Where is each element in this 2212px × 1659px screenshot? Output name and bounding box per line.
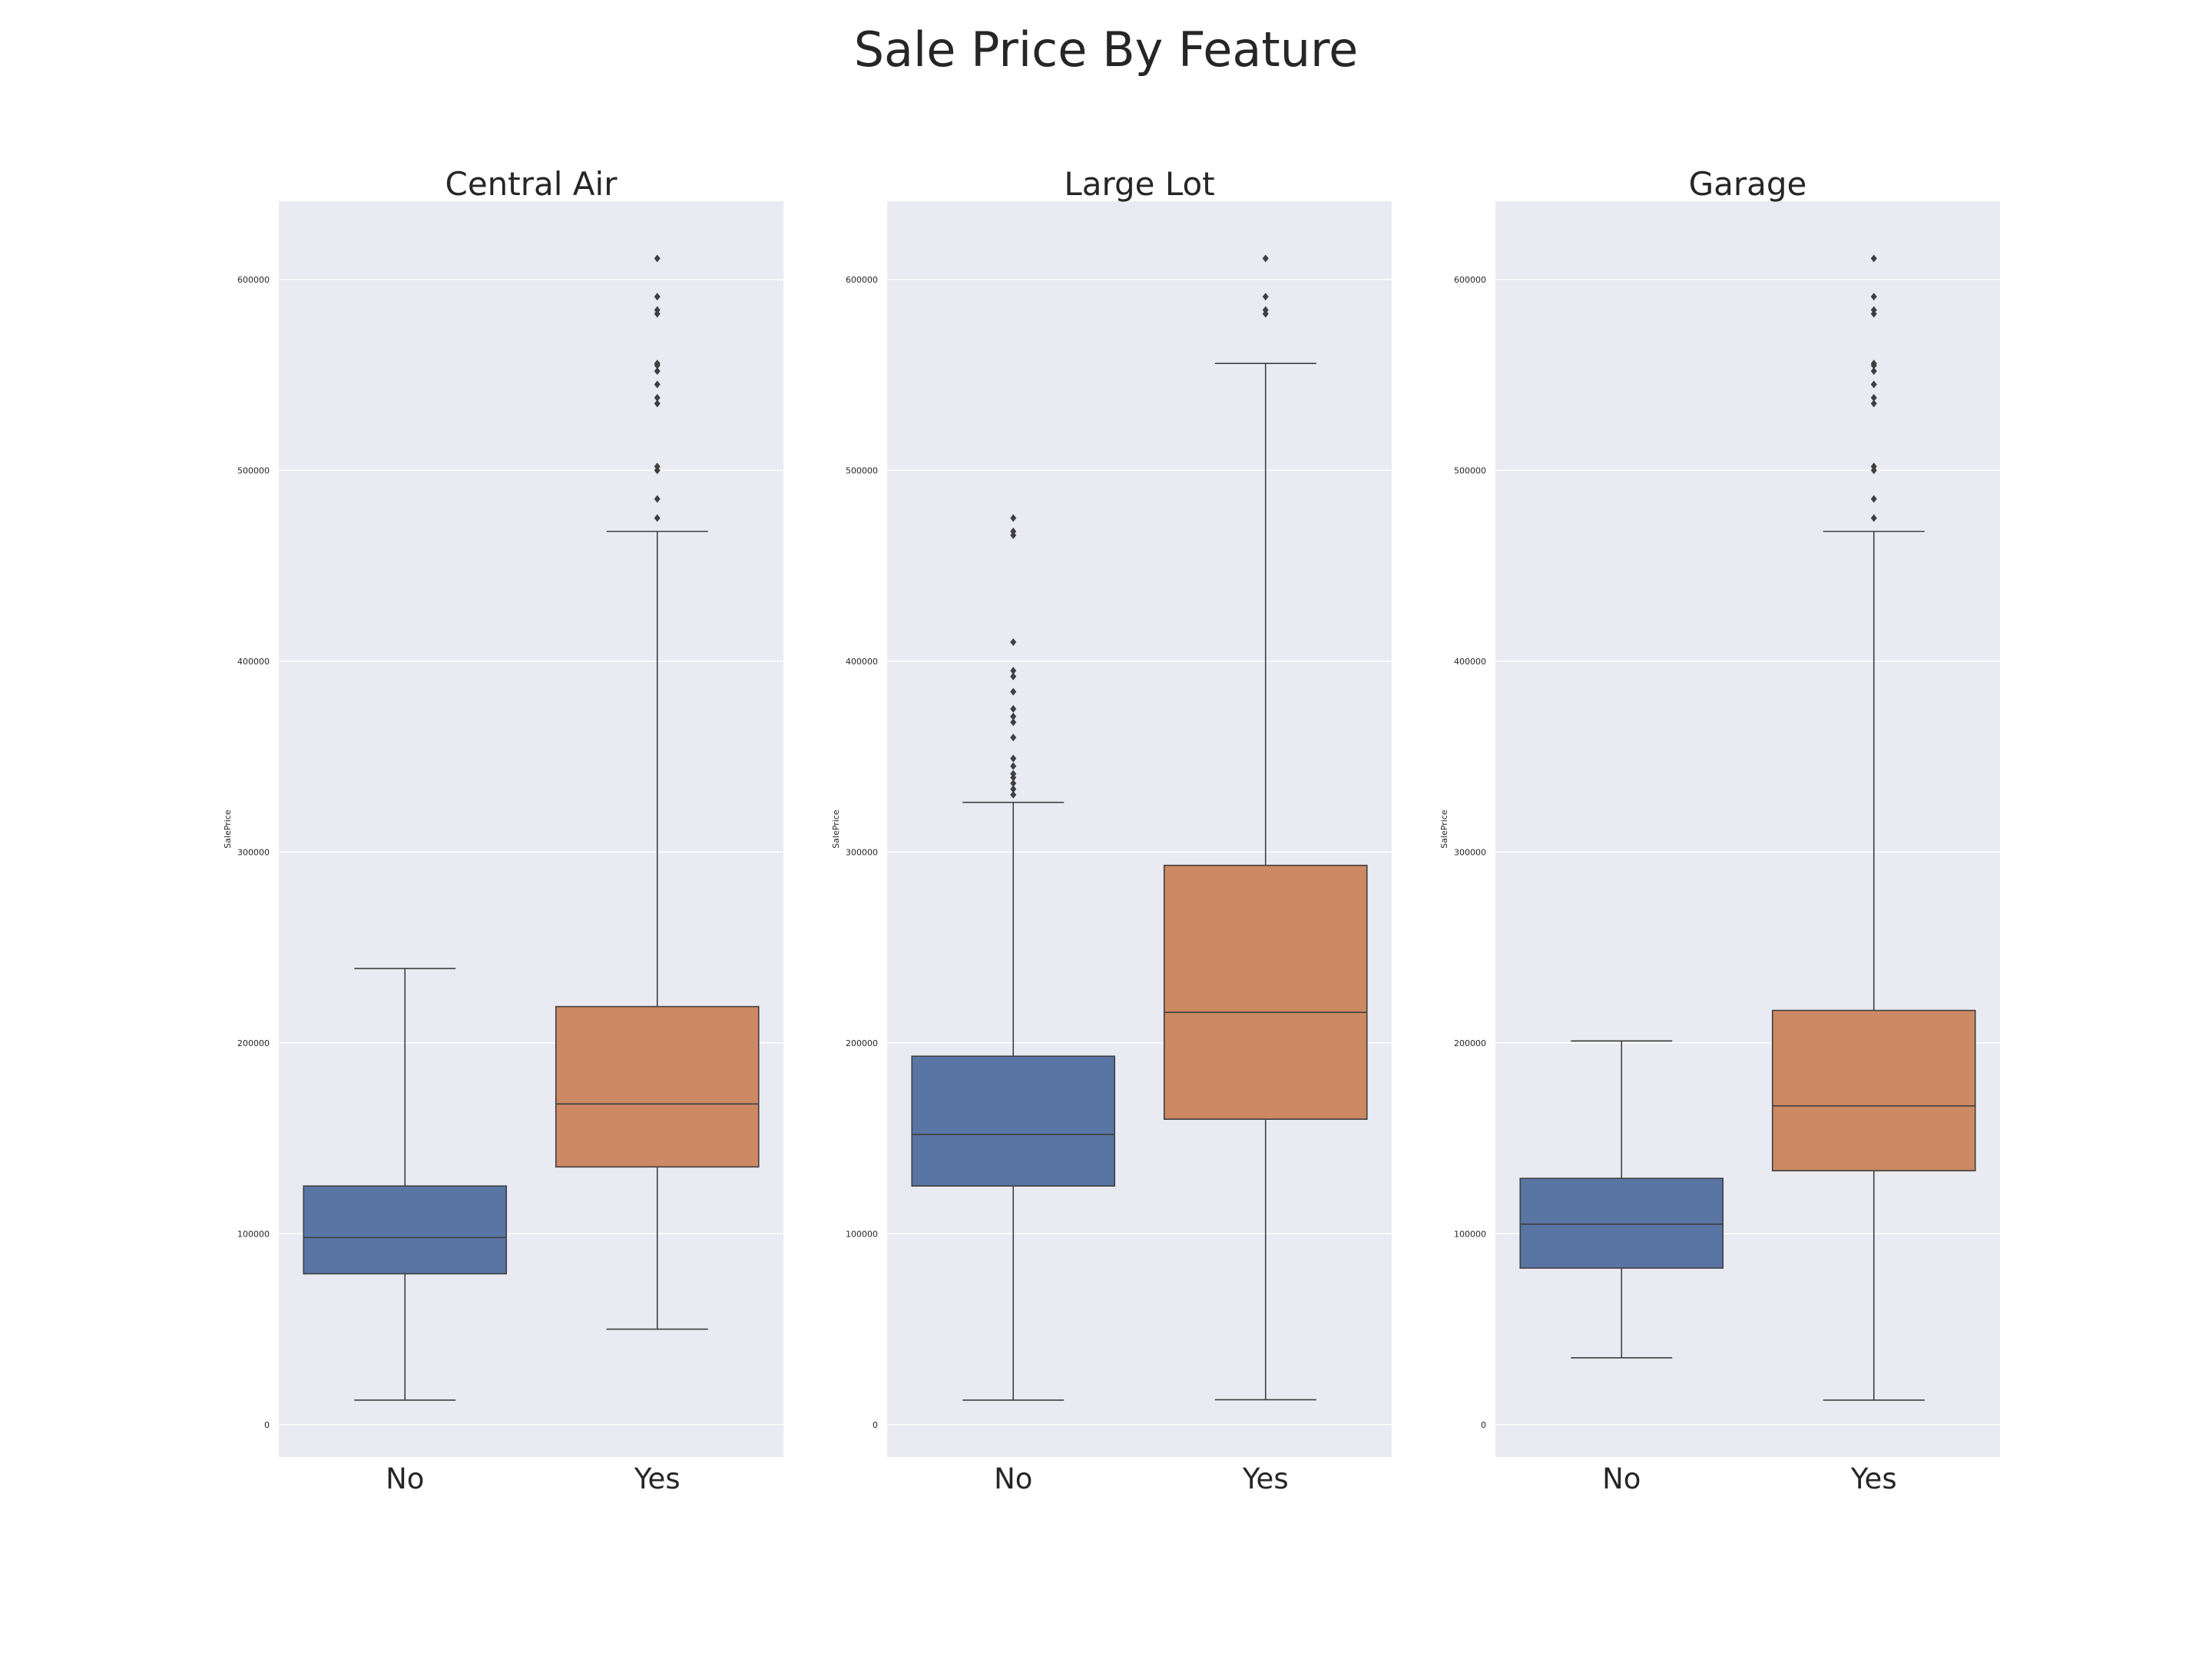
outlier-point [1010,712,1017,720]
outlier-point [654,393,661,402]
iqr-box [911,1055,1116,1187]
outlier-point [1870,359,1877,368]
x-category-label: No [1602,1462,1641,1495]
outlier-point [1010,718,1017,727]
y-tick-label: 300000 [846,847,878,857]
y-tick-label: 600000 [1454,275,1486,285]
outlier-point [1010,514,1017,522]
outlier-point [1870,495,1877,503]
outlier-point [1870,399,1877,408]
x-category-label: No [994,1462,1032,1495]
y-tick-label: 200000 [846,1038,878,1048]
outlier-point [1010,770,1017,778]
outlier-point [654,514,661,522]
panel-title: Large Lot [1064,165,1214,203]
y-tick-label: 600000 [846,275,878,285]
y-tick-label: 300000 [237,847,270,857]
outlier-point [1010,779,1017,787]
y-tick-label: 500000 [846,465,878,475]
outlier-point [654,399,661,408]
y-tick-label: 0 [1481,1420,1486,1430]
x-category-label: No [386,1462,424,1495]
box-yes [1163,254,1368,1401]
y-tick-label: 300000 [1454,847,1486,857]
box-no [303,968,508,1401]
outlier-point [654,380,661,389]
y-tick-label: 100000 [846,1229,878,1239]
y-tick-label: 400000 [1454,657,1486,667]
outlier-point [1870,293,1877,301]
outlier-point [1870,254,1877,263]
outlier-point [654,367,661,376]
y-tick-label: 100000 [1454,1229,1486,1239]
y-axis-label: SalePrice [831,810,841,849]
x-category-label: Yes [1850,1462,1897,1495]
outlier-point [1262,254,1269,263]
chart-title: Sale Price By Feature [853,22,1359,78]
outlier-point [1010,527,1017,535]
iqr-box [303,1185,508,1275]
y-tick-label: 500000 [1454,465,1486,475]
panel-title: Central Air [445,165,618,203]
outlier-point [1010,762,1017,770]
outlier-point [1010,704,1017,713]
outlier-point [1870,514,1877,522]
y-tick-label: 400000 [237,657,270,667]
y-tick-label: 200000 [1454,1038,1486,1048]
y-axis-label: SalePrice [223,810,233,849]
outlier-point [1010,672,1017,680]
iqr-box [1163,864,1368,1120]
outlier-point [1010,733,1017,742]
outlier-point [1010,687,1017,696]
outlier-point [1870,393,1877,402]
outlier-point [654,495,661,503]
y-tick-label: 500000 [237,465,270,475]
panel-title: Garage [1689,165,1807,203]
outlier-point [1010,785,1017,793]
outlier-point [654,306,661,314]
y-axis-label: SalePrice [1439,810,1449,849]
outlier-point [1262,293,1269,301]
outlier-point [654,293,661,301]
subplot-1: 0 100000 200000 300000 400000 500000 600000 Sal… [223,165,783,1495]
outlier-point [1262,306,1269,314]
y-tick-label: 0 [264,1420,270,1430]
outlier-point [1010,754,1017,763]
outlier-point [654,462,661,471]
box-no [911,514,1116,1401]
iqr-box [555,1005,760,1168]
box-yes [1771,254,1976,1401]
outlier-point [1010,790,1017,799]
box-no [1519,1040,1724,1359]
y-tick-label: 200000 [237,1038,270,1048]
outlier-point [1010,637,1017,646]
outlier-point [1870,462,1877,471]
x-category-label: Yes [634,1462,680,1495]
x-category-label: Yes [1242,1462,1289,1495]
outlier-point [654,254,661,263]
y-tick-label: 0 [873,1420,878,1430]
subplot-3: 0 100000 200000 300000 400000 500000 600000 Sal… [1439,165,2000,1495]
outlier-point [1010,667,1017,675]
y-tick-label: 100000 [237,1229,270,1239]
iqr-box [1519,1177,1724,1269]
outlier-point [1870,306,1877,314]
y-tick-label: 600000 [237,275,270,285]
outlier-point [1870,367,1877,376]
outlier-point [1870,380,1877,389]
iqr-box [1771,1009,1976,1172]
y-tick-label: 400000 [846,657,878,667]
box-yes [555,254,760,1330]
plot-area [887,201,1392,1457]
subplot-2: 0 100000 200000 300000 400000 500000 600000 Sal… [831,165,1392,1495]
outlier-point [654,359,661,368]
